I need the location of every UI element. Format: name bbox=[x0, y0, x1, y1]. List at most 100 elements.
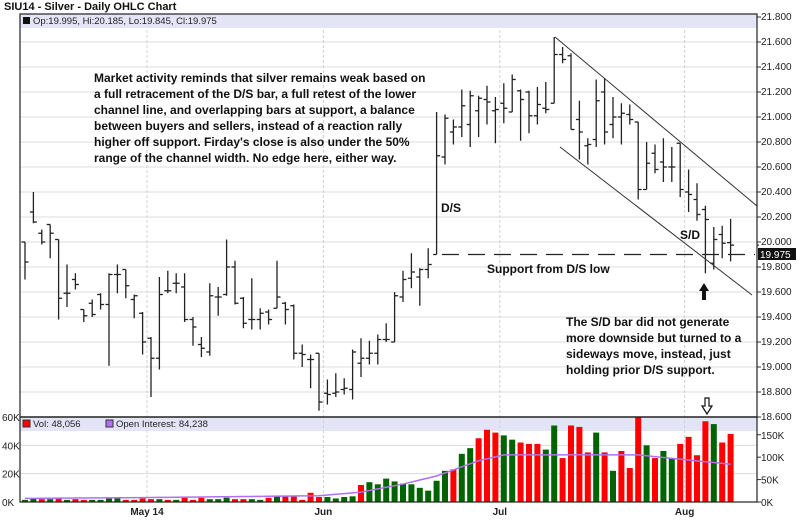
lower-channel-line bbox=[559, 146, 753, 296]
ohlc-bar bbox=[533, 87, 541, 125]
volume-bar bbox=[198, 497, 205, 502]
volume-bar bbox=[400, 483, 406, 502]
ohlc-bar bbox=[164, 270, 172, 294]
ohlc-bar bbox=[248, 278, 256, 330]
ohlc-bar bbox=[391, 292, 399, 343]
chart-frame bbox=[19, 13, 758, 503]
volume-bar bbox=[626, 468, 633, 502]
ohlc-bar bbox=[525, 90, 533, 134]
volume-bar bbox=[55, 498, 62, 502]
ohlc-bar bbox=[323, 379, 331, 405]
volume-bar bbox=[610, 470, 616, 502]
ohlc-bar bbox=[298, 344, 306, 367]
ohlc-bar bbox=[80, 308, 88, 322]
ohlc-bar bbox=[609, 97, 617, 139]
volume-bar bbox=[106, 498, 112, 502]
volume-bar bbox=[131, 499, 138, 502]
volume-bar bbox=[517, 442, 524, 502]
ohlc-bar bbox=[441, 114, 449, 165]
x-tick-label: Aug bbox=[675, 507, 694, 518]
price-tick-label: 21.200 bbox=[761, 87, 792, 98]
ohlc-bar bbox=[559, 47, 567, 64]
volume-bar bbox=[206, 499, 213, 502]
volume-bar bbox=[324, 497, 331, 502]
sd-annotation: The S/D bar did not generate more downsi… bbox=[566, 315, 742, 377]
volume-bar bbox=[450, 469, 457, 502]
volume-bar bbox=[719, 442, 726, 502]
volume-bar bbox=[349, 496, 356, 502]
volume-bar bbox=[694, 455, 700, 502]
volume-bar bbox=[190, 499, 196, 502]
volume-bar bbox=[341, 497, 348, 502]
support-label: Support from D/S low bbox=[487, 262, 610, 276]
ohlc-bar bbox=[290, 304, 298, 360]
volume-bar bbox=[685, 436, 692, 502]
ohlc-bar bbox=[449, 119, 457, 145]
volume-bar bbox=[668, 458, 675, 502]
ohlc-bar bbox=[223, 239, 231, 296]
ohlc-bar bbox=[718, 225, 726, 259]
ohlc-bar bbox=[475, 95, 483, 137]
ohlc-bar bbox=[130, 294, 138, 319]
volume-bar bbox=[542, 449, 549, 502]
volume-bar bbox=[559, 458, 566, 502]
oi-legend: Open Interest: 84,238 bbox=[116, 419, 208, 430]
volume-bar bbox=[660, 451, 667, 502]
price-tick-label: 20.600 bbox=[761, 162, 792, 173]
volume-bar bbox=[584, 452, 591, 502]
volume-bar bbox=[492, 432, 499, 502]
oi-legend-swatch bbox=[105, 419, 114, 428]
volume-bar bbox=[257, 499, 264, 502]
ohlc-bar bbox=[231, 260, 239, 305]
volume-bar bbox=[358, 485, 364, 502]
ohlc-bar bbox=[29, 192, 37, 224]
volume-bar bbox=[416, 487, 423, 502]
ohlc-bar bbox=[239, 297, 247, 329]
volume-bar bbox=[551, 425, 558, 502]
last-price-label: 19.975 bbox=[760, 250, 791, 261]
ohlc-bar bbox=[46, 223, 54, 259]
price-tick-label: 20.400 bbox=[761, 187, 792, 198]
main-annotation: Market activity reminds that silver rema… bbox=[94, 71, 426, 165]
ds-label: D/S bbox=[441, 201, 462, 215]
ohlc-bar bbox=[500, 83, 508, 124]
ohlc-bar bbox=[265, 309, 273, 325]
ohlc-bar bbox=[382, 323, 390, 342]
ohlc-bar bbox=[542, 82, 550, 114]
ohlc-bar bbox=[634, 121, 642, 200]
volume-bar bbox=[601, 452, 608, 502]
volume-bar bbox=[618, 451, 625, 502]
ohlc-bar bbox=[349, 349, 357, 400]
volume-bar bbox=[38, 499, 45, 502]
volume-bar bbox=[240, 499, 247, 502]
volume-bar bbox=[282, 496, 289, 502]
ohlc-bar bbox=[416, 268, 424, 306]
x-tick-label: May 14 bbox=[130, 507, 164, 518]
price-tick-label: 19.600 bbox=[761, 287, 792, 298]
volume-bar bbox=[643, 445, 650, 502]
volume-bar bbox=[383, 478, 390, 502]
ohlc-bar bbox=[122, 268, 130, 299]
volume-bar bbox=[64, 499, 70, 502]
volume-bar bbox=[97, 499, 104, 502]
ohlc-bar bbox=[172, 273, 180, 294]
volume-bar bbox=[677, 443, 684, 502]
ohlc-bar bbox=[693, 183, 701, 221]
volume-bar bbox=[442, 470, 448, 502]
ohlc-bar bbox=[617, 103, 625, 145]
price-tick-label: 20.200 bbox=[761, 212, 792, 223]
ohlc-bar bbox=[466, 90, 474, 147]
volume-bar bbox=[500, 435, 507, 502]
volume-bar bbox=[181, 497, 188, 502]
ohlc-bar bbox=[701, 205, 709, 274]
price-tick-label: 19.200 bbox=[761, 337, 792, 348]
last-price-box bbox=[758, 248, 796, 260]
price-tick-label: 20.000 bbox=[761, 237, 792, 248]
ohlc-bar bbox=[592, 79, 600, 147]
price-tick-label: 18.800 bbox=[761, 387, 792, 398]
ohlc-bar bbox=[256, 308, 264, 330]
ohlc-bar bbox=[71, 273, 79, 290]
ohlc-bar bbox=[365, 340, 373, 365]
